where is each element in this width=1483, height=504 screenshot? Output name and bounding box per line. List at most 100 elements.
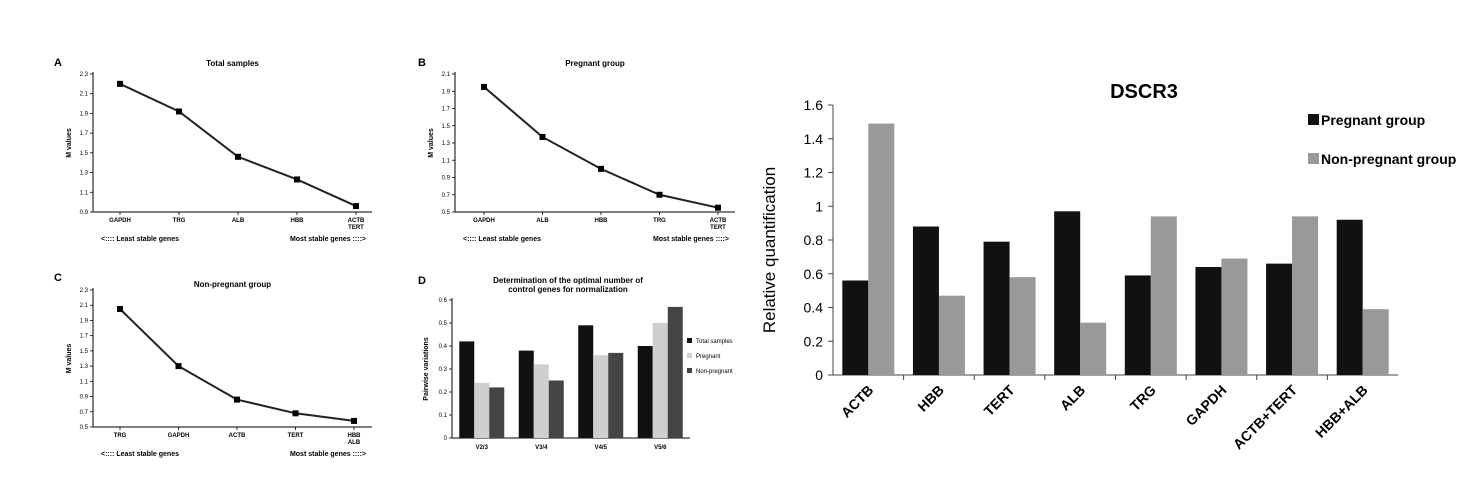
chart-title: Determination of the optimal number of co…	[493, 276, 643, 294]
legend-swatch	[1308, 114, 1319, 125]
least-stable-note: <:::: Least stable genes	[101, 236, 179, 243]
y-tick-label: 0.5	[439, 321, 448, 327]
x-tick-label: GAPDH	[1182, 382, 1229, 429]
legend-swatch	[687, 353, 692, 358]
data-point	[351, 417, 357, 424]
bar	[533, 364, 549, 438]
x-tick-label: ACTB+TERT	[1230, 382, 1301, 453]
bar	[868, 123, 895, 375]
x-tick-label: V5/6	[654, 445, 667, 451]
bar	[1336, 219, 1363, 375]
x-tick-label: HBB	[595, 218, 609, 224]
most-stable-note: Most stable genes ::::>	[290, 236, 366, 243]
y-tick-label: 0.7	[80, 410, 89, 416]
y-axis-label: Relative quantification	[760, 167, 779, 333]
y-tick-label: 2.1	[80, 92, 89, 98]
y-tick-label: 1.7	[80, 131, 89, 137]
bar	[474, 382, 490, 438]
y-axis-label: M values	[428, 128, 435, 158]
panel-letter: B	[418, 57, 426, 69]
bar	[608, 352, 624, 438]
legend-swatch	[687, 368, 692, 373]
x-tick-label: HBB	[914, 382, 947, 415]
panel-letter: D	[418, 275, 426, 287]
y-tick-label: 1.7	[80, 334, 89, 340]
legend-label: Non-pregnant group	[1321, 151, 1456, 167]
data-point	[292, 410, 299, 417]
y-axis-label: M values	[66, 344, 73, 374]
x-tick-label: HBB+ALB	[1312, 382, 1371, 441]
x-tick-label: V3/4	[535, 445, 548, 451]
y-tick-label: 0.2	[439, 390, 448, 396]
bar	[593, 355, 609, 438]
chart-title: DSCR3	[1110, 81, 1178, 103]
bar	[518, 350, 534, 438]
y-tick-label: 0.6	[804, 266, 824, 282]
x-tick-label: TRG	[114, 433, 127, 439]
y-tick-label: 0.3	[439, 367, 448, 373]
bar	[842, 280, 869, 375]
x-tick-label: TRG	[653, 218, 666, 224]
y-tick-label: 0.7	[442, 193, 451, 199]
data-point	[175, 363, 182, 370]
y-tick-label: 1.9	[80, 111, 89, 117]
y-tick-label: 0.4	[439, 344, 448, 350]
bar	[489, 387, 505, 438]
y-tick-label: 2.1	[442, 72, 451, 78]
y-tick-label: 1.5	[442, 124, 451, 130]
bar	[1362, 309, 1389, 375]
legend-label: Non-pregnant	[696, 369, 733, 375]
y-tick-label: 1.5	[80, 349, 89, 355]
y-tick-label: 2.3	[80, 72, 89, 78]
bar	[1054, 211, 1081, 375]
legend-label: Total samples	[696, 339, 733, 345]
panel-e-dscr3-chart: DSCR3 Relative quantification 0 0.2 0.4 0.6 0.…	[760, 81, 1456, 452]
bar	[667, 306, 683, 438]
legend-label: Pregnant group	[1321, 112, 1425, 128]
y-tick-label: 0.2	[804, 333, 824, 349]
most-stable-note: Most stable genes ::::>	[290, 451, 366, 458]
y-tick-label: 1.5	[80, 151, 89, 157]
data-point	[235, 153, 241, 160]
y-tick-label: 0.5	[80, 425, 89, 431]
y-tick-label: 0.8	[804, 232, 824, 248]
data-point	[176, 108, 182, 115]
x-tick-label: TERT	[288, 433, 304, 439]
bar	[1266, 263, 1293, 375]
y-tick-label: 2.3	[80, 288, 89, 294]
x-tick-label: ACTB	[838, 382, 877, 421]
y-tick-label: 1.4	[804, 131, 824, 147]
x-tick-label: TRG	[173, 218, 186, 224]
x-tick-label: GAPDH	[168, 433, 190, 439]
y-tick-label: 0.5	[442, 210, 451, 216]
y-tick-label: 1.3	[80, 171, 89, 177]
bar	[548, 380, 564, 438]
panel-d-pairwise-variations: D Determination of the optimal number of c…	[418, 275, 733, 451]
data-point	[598, 165, 604, 172]
panel-c-non-pregnant-group: C Non-pregnant group M values 0.5 0.7 0.9 1.1 1…	[54, 272, 372, 458]
x-tick-label: ALB	[1057, 382, 1089, 414]
x-tick-label: GAPDH	[473, 218, 495, 224]
data-point	[353, 203, 359, 210]
bar	[459, 341, 475, 438]
y-tick-label: 1	[815, 198, 823, 214]
least-stable-note: <:::: Least stable genes	[101, 451, 179, 458]
y-tick-label: 1.6	[804, 97, 824, 113]
data-point	[481, 83, 487, 90]
x-tick-label: ACTB TERT	[710, 218, 727, 231]
data-point	[117, 306, 123, 313]
y-tick-label: 1.9	[442, 89, 451, 95]
y-tick-label: 1.9	[80, 318, 89, 324]
y-tick-label: 1.1	[80, 379, 89, 385]
bar	[652, 323, 668, 438]
panel-letter: C	[54, 272, 62, 284]
legend-swatch	[687, 338, 692, 343]
x-tick-label: TERT	[981, 381, 1018, 418]
panel-letter: A	[54, 57, 62, 69]
panel-a-total-samples: A Total samples M values 0.9 1.1 1.3 1.5 1.7 1.9…	[54, 57, 372, 243]
bar	[1292, 216, 1319, 375]
data-point	[539, 133, 546, 140]
y-tick-label: 1.3	[80, 364, 89, 370]
chart-title: Total samples	[206, 59, 259, 68]
